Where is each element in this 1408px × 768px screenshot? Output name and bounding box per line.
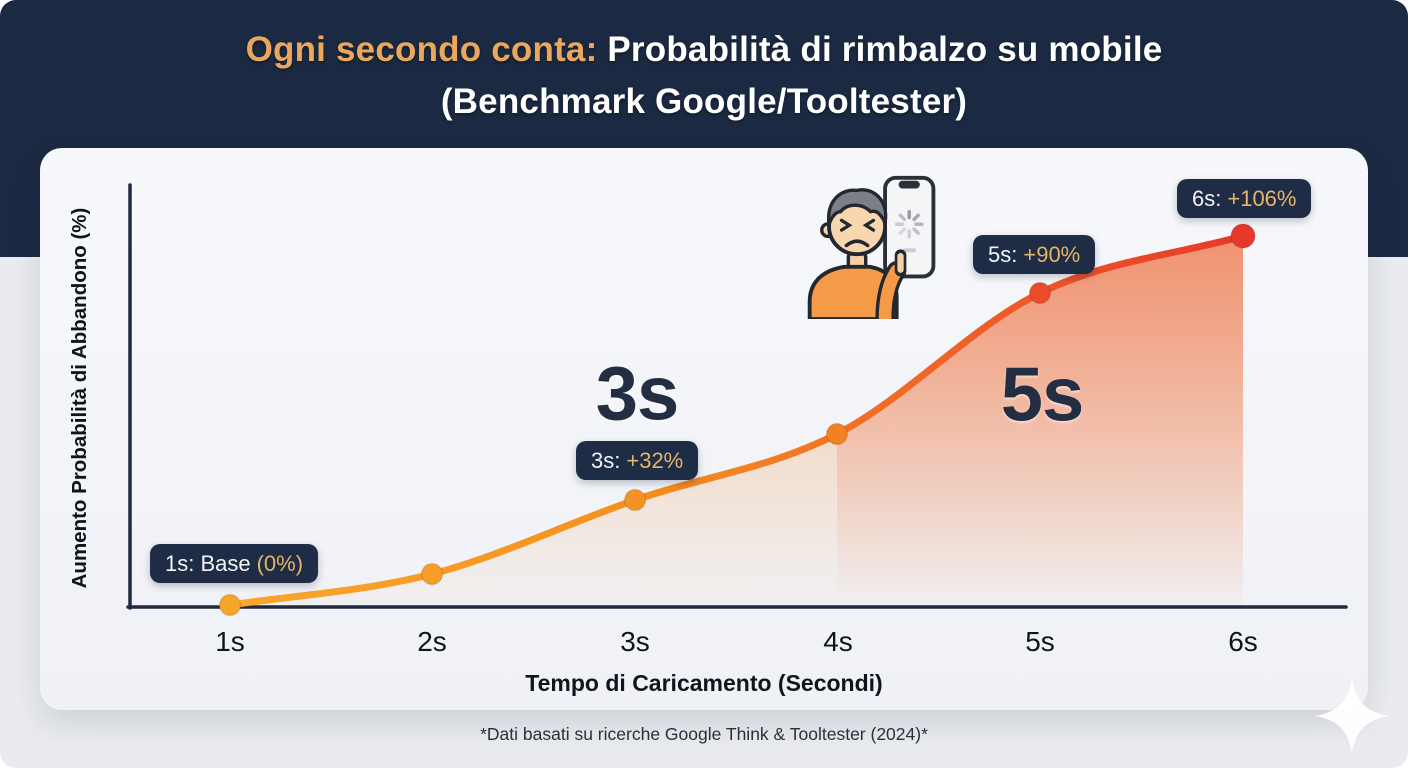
data-point-5s xyxy=(1028,281,1052,305)
source-note: *Dati basati su ricerche Google Think & … xyxy=(480,724,928,744)
big-label-3s: 3s xyxy=(595,351,680,437)
x-tick-3s: 3s xyxy=(620,626,650,657)
angry-eyes-icon xyxy=(839,218,876,232)
big-label-5s: 5s xyxy=(1000,352,1085,438)
badge-prefix: 6s: xyxy=(1192,186,1222,211)
annotation-badge-6s: 6s: +106% xyxy=(1177,179,1312,218)
annotation-badge-1s: 1s: Base (0%) xyxy=(150,544,319,583)
x-tick-5s: 5s xyxy=(1025,626,1055,657)
line-chart xyxy=(126,183,1348,617)
x-axis-label: Tempo di Caricamento (Secondi) xyxy=(525,670,883,696)
frustrated-user-phone-icon xyxy=(807,175,936,319)
phone-icon xyxy=(883,175,936,279)
frown-mouth-icon xyxy=(844,239,870,248)
x-tick-4s: 4s xyxy=(823,626,853,657)
x-tick-1s: 1s xyxy=(215,626,245,657)
area-fill-red xyxy=(837,236,1243,606)
title-main: Probabilità di rimbalzo su mobile xyxy=(607,30,1163,69)
badge-value: +106% xyxy=(1227,186,1297,211)
title-line-2: (Benchmark Google/Tooltester) xyxy=(440,82,968,121)
loading-spinner-icon xyxy=(894,209,924,239)
data-point-2s xyxy=(420,562,444,586)
data-point-6s xyxy=(1230,223,1256,249)
annotation-badge-3s: 3s: +32% xyxy=(576,441,699,480)
annotation-badge-5s: 5s: +90% xyxy=(973,235,1096,274)
badge-value: (0%) xyxy=(256,551,304,576)
sparkle-icon xyxy=(1314,678,1390,754)
title-line-1: Ogni secondo conta: Probabilità di rimba… xyxy=(0,24,1408,76)
x-tick-6s: 6s xyxy=(1228,626,1258,657)
pointing-arm-icon xyxy=(875,249,907,319)
person-icon xyxy=(807,188,907,319)
data-point-1s xyxy=(218,593,242,617)
title-highlight: Ogni secondo conta: xyxy=(245,30,598,69)
data-point-3s xyxy=(623,488,647,512)
badge-prefix: 1s: Base xyxy=(165,551,251,576)
page-title: Ogni secondo conta: Probabilità di rimba… xyxy=(0,24,1408,128)
y-axis-label: Aumento Probabilità di Abbandono (%) xyxy=(68,207,91,589)
badge-prefix: 5s: xyxy=(988,242,1018,267)
badge-value: +32% xyxy=(626,448,684,473)
data-point-4s xyxy=(825,422,849,446)
badge-prefix: 3s: xyxy=(591,448,621,473)
x-tick-2s: 2s xyxy=(417,626,447,657)
chart-card: Aumento Probabilità di Abbandono (%) 1s … xyxy=(40,148,1368,710)
series-line xyxy=(226,232,1247,609)
badge-value: +90% xyxy=(1023,242,1081,267)
